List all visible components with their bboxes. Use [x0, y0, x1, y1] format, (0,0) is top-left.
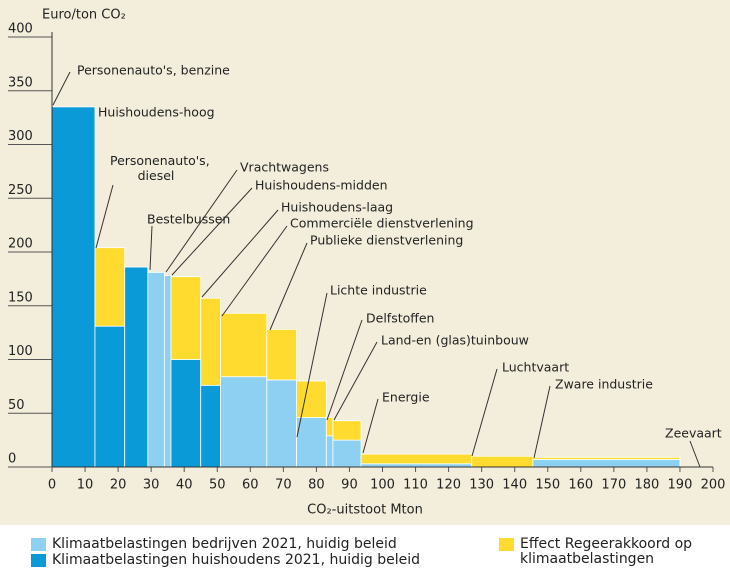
legend-label: Klimaatbelastingen huishoudens 2021, hui…	[52, 552, 420, 568]
bar-segment	[220, 312, 268, 378]
y-tick-label: 300	[8, 129, 33, 144]
y-tick-label: 250	[8, 183, 33, 198]
x-tick-label: 140	[502, 478, 527, 493]
category-label: Bestelbussen	[147, 211, 231, 227]
x-tick-label: 190	[668, 478, 693, 493]
category-label: Zware industrie	[555, 376, 653, 392]
x-tick-label: 90	[341, 478, 358, 493]
category-label: Huishoudens-midden	[255, 177, 388, 193]
category-label: Delfstoffen	[366, 310, 435, 326]
leader-line	[221, 225, 288, 317]
category-label: Luchtvaart	[502, 359, 570, 375]
y-tick-label: 150	[8, 290, 33, 305]
leader-line	[149, 225, 153, 271]
y-tick-label: 0	[8, 452, 16, 467]
category-label: Zeevaart	[665, 425, 722, 441]
x-tick-label: 130	[469, 478, 494, 493]
bar-segment	[532, 456, 681, 460]
x-tick-label: 30	[143, 478, 160, 493]
legend-label: Effect Regeerakkoord op klimaatbelasting…	[520, 536, 693, 567]
bar-segment	[220, 376, 268, 468]
bar-segment	[94, 247, 126, 327]
bar-segment	[170, 276, 202, 360]
legend-label: Klimaatbelastingen bedrijven 2021, huidi…	[52, 536, 397, 552]
bar-segment	[332, 439, 362, 468]
leader-line	[171, 187, 253, 276]
category-label: Lichte industrie	[330, 282, 427, 298]
leader-line	[269, 242, 308, 331]
bar-segment	[296, 380, 327, 418]
x-tick-label: 70	[275, 478, 292, 493]
x-tick-label: 160	[568, 478, 593, 493]
bar-segment	[147, 272, 165, 468]
leader-line	[333, 341, 378, 421]
y-tick-label: 350	[8, 75, 33, 90]
x-tick-label: 100	[370, 478, 395, 493]
leader-line	[165, 169, 238, 273]
y-axis-title: Euro/ton CO₂	[42, 8, 126, 23]
x-tick-label: 40	[176, 478, 193, 493]
leader-line	[471, 368, 498, 457]
legend-swatch	[31, 538, 46, 551]
bar-segment	[471, 455, 534, 468]
leader-line	[52, 71, 71, 106]
x-tick-label: 10	[77, 478, 94, 493]
leader-line	[326, 319, 363, 421]
x-tick-label: 60	[242, 478, 259, 493]
category-label: Commerciële dienstverlening	[290, 215, 474, 231]
leader-line	[201, 209, 279, 298]
x-axis-title: CO₂-uitstoot Mton	[307, 503, 423, 518]
category-label: Huishoudens-laag	[281, 199, 394, 215]
leader-line	[296, 292, 328, 438]
bar-segment	[163, 275, 172, 468]
x-tick-label: 50	[209, 478, 226, 493]
leader-line	[95, 184, 114, 249]
x-tick-label: 20	[110, 478, 127, 493]
bar-segment	[296, 417, 327, 468]
leader-line	[533, 385, 551, 459]
category-label: Land-en (glas)tuinbouw	[381, 332, 529, 348]
bar-segment	[532, 459, 681, 468]
x-tick-label: 80	[308, 478, 325, 493]
legend-swatch	[499, 538, 514, 551]
x-tick-label: 0	[48, 478, 56, 493]
bar-segment	[332, 420, 362, 441]
bar-segment	[325, 435, 334, 468]
y-tick-label: 100	[8, 344, 33, 359]
category-label: Personenauto's, benzine	[77, 62, 230, 78]
x-tick-label: 150	[535, 478, 560, 493]
bar-segment	[124, 266, 149, 468]
bar-segment	[51, 106, 96, 468]
bar-segment	[94, 325, 126, 468]
x-tick-label: 110	[403, 478, 428, 493]
bar-segment	[266, 379, 297, 468]
x-tick-label: 170	[601, 478, 626, 493]
bar-segment	[200, 297, 221, 386]
legend-swatch	[31, 554, 46, 567]
y-tick-label: 200	[8, 237, 33, 252]
y-tick-label: 50	[8, 398, 25, 413]
category-label: Huishoudens-hoog	[98, 104, 215, 120]
x-tick-label: 120	[436, 478, 461, 493]
x-tick-label: 200	[701, 478, 726, 493]
bar-segment	[266, 328, 297, 381]
bar-segment	[360, 453, 473, 465]
y-tick-label: 400	[8, 22, 33, 37]
leader-line	[689, 440, 701, 468]
x-tick-label: 180	[634, 478, 659, 493]
bar-segment	[325, 417, 334, 437]
category-label: Vrachtwagens	[240, 159, 329, 175]
bar-segment	[170, 359, 202, 468]
category-label: Energie	[382, 389, 430, 405]
bar-segment	[200, 384, 221, 468]
category-label: Publieke dienstverlening	[310, 232, 464, 248]
category-label: Personenauto's, diesel	[110, 153, 210, 183]
leader-line	[362, 398, 379, 454]
